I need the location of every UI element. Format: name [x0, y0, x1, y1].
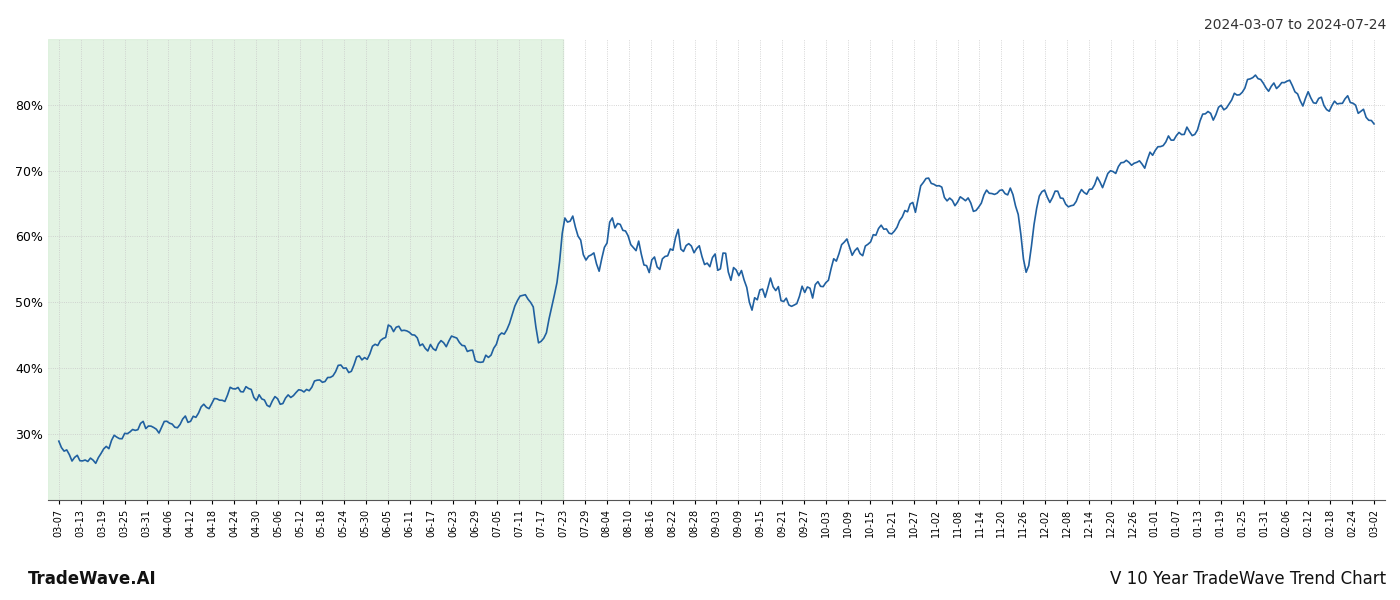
Text: V 10 Year TradeWave Trend Chart: V 10 Year TradeWave Trend Chart [1110, 570, 1386, 588]
Bar [48, 39, 563, 500]
Text: 2024-03-07 to 2024-07-24: 2024-03-07 to 2024-07-24 [1204, 18, 1386, 32]
Text: TradeWave.AI: TradeWave.AI [28, 570, 157, 588]
